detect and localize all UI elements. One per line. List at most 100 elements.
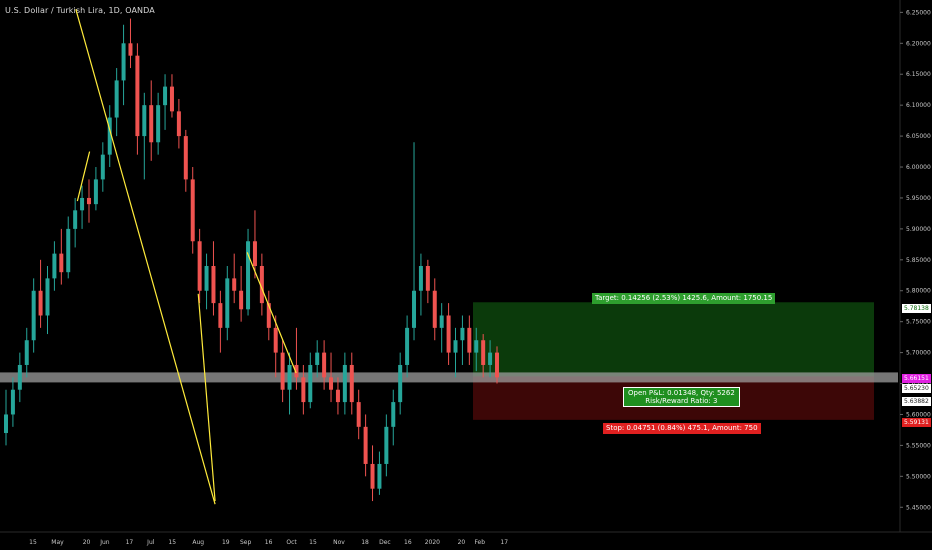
- candle-body: [73, 210, 78, 229]
- y-tick-label: 5.85000: [906, 257, 931, 264]
- candle-body: [481, 340, 486, 365]
- candle: [460, 315, 465, 365]
- position-zones: [0, 302, 898, 420]
- x-tick-label: Jul: [146, 539, 155, 546]
- x-tick-label: Sep: [240, 539, 252, 546]
- candle-body: [384, 426, 389, 464]
- candle-body: [335, 389, 340, 403]
- candle-body: [107, 117, 112, 155]
- candle: [329, 352, 334, 403]
- candle: [38, 259, 43, 328]
- candle-body: [211, 266, 216, 304]
- candle-body: [239, 290, 244, 310]
- x-tick-label: 15: [29, 539, 37, 546]
- candle: [322, 340, 327, 390]
- target-label: Target: 0.14256 (2.53%) 1425.6, Amount: …: [592, 293, 776, 304]
- candlestick-series: [4, 18, 499, 502]
- x-tick-label: Dec: [379, 539, 391, 546]
- candle: [128, 18, 133, 69]
- candle: [24, 327, 29, 378]
- candle-body: [273, 327, 278, 353]
- candle: [356, 389, 361, 440]
- x-tick-label: Oct: [286, 539, 297, 546]
- x-tick-label: 20: [83, 539, 91, 546]
- candle: [183, 129, 188, 192]
- candle-body: [232, 278, 237, 291]
- y-tick-label: 5.50000: [906, 473, 931, 480]
- candle-body: [128, 43, 133, 56]
- candle-body: [425, 266, 430, 291]
- x-tick-label: 20: [458, 539, 466, 546]
- candle-body: [418, 266, 423, 291]
- candle: [204, 253, 209, 310]
- candle: [169, 74, 174, 118]
- candle-body: [225, 278, 230, 328]
- candle: [4, 389, 8, 446]
- y-tick-label: 6.20000: [906, 40, 931, 47]
- candle: [107, 105, 112, 168]
- candle: [17, 352, 22, 403]
- candle: [163, 74, 168, 130]
- candle-body: [370, 463, 375, 489]
- y-tick-label: 5.75000: [906, 319, 931, 326]
- candle: [287, 352, 292, 415]
- candle-body: [308, 364, 313, 403]
- candle-body: [38, 290, 43, 316]
- x-tick-label: Nov: [333, 539, 345, 546]
- candle: [156, 92, 161, 155]
- candle-body: [204, 266, 209, 291]
- candle: [412, 142, 417, 341]
- open-pnl-text: Open P&L: 0.01348, Qty: 5262: [628, 389, 735, 397]
- x-tick-label: 18: [361, 539, 369, 546]
- candle: [86, 179, 91, 223]
- candle-body: [93, 179, 98, 205]
- candle: [377, 451, 382, 495]
- candle: [259, 253, 264, 316]
- candle-body: [329, 377, 334, 390]
- candle-body: [183, 136, 188, 180]
- candle-body: [31, 290, 36, 341]
- candle-body: [349, 364, 354, 403]
- candle: [301, 364, 306, 415]
- candle-body: [197, 241, 202, 291]
- candle-body: [467, 327, 472, 353]
- y-tick-label: 6.25000: [906, 9, 931, 16]
- candle: [114, 68, 119, 137]
- candle-body: [315, 352, 320, 365]
- candle: [218, 290, 223, 353]
- y-tick-label: 5.60000: [906, 411, 931, 418]
- candle: [93, 167, 98, 211]
- x-tick-label: 2020: [425, 539, 440, 546]
- candle-body: [17, 364, 22, 390]
- chart-title: U.S. Dollar / Turkish Lira, 1D, OANDA: [5, 6, 155, 15]
- candle-body: [301, 377, 306, 403]
- candle: [280, 340, 285, 403]
- candle: [211, 241, 216, 316]
- candle: [294, 327, 299, 390]
- candle-body: [52, 253, 57, 279]
- candle-body: [135, 55, 140, 137]
- candle: [363, 414, 368, 477]
- candle-body: [252, 241, 257, 266]
- candle: [467, 315, 472, 365]
- x-tick-label: Feb: [474, 539, 485, 546]
- candle-body: [495, 352, 499, 378]
- y-tick-label: 5.80000: [906, 288, 931, 295]
- candle: [308, 352, 313, 409]
- candle: [384, 414, 389, 477]
- entry-band: [0, 372, 898, 383]
- stop-price-tag: 5.59131: [902, 418, 931, 427]
- candle-body: [322, 352, 327, 378]
- trendline-group: [75, 9, 297, 505]
- candle-body: [377, 463, 382, 489]
- x-tick-label: 16: [265, 539, 273, 546]
- candle: [405, 315, 410, 378]
- candle: [335, 377, 340, 415]
- y-tick-label: 5.95000: [906, 195, 931, 202]
- x-tick-label: 17: [500, 539, 508, 546]
- marker-price-tag: 5.63882: [902, 397, 931, 406]
- candle-body: [45, 278, 50, 316]
- candle: [425, 259, 430, 304]
- candle-body: [114, 80, 119, 118]
